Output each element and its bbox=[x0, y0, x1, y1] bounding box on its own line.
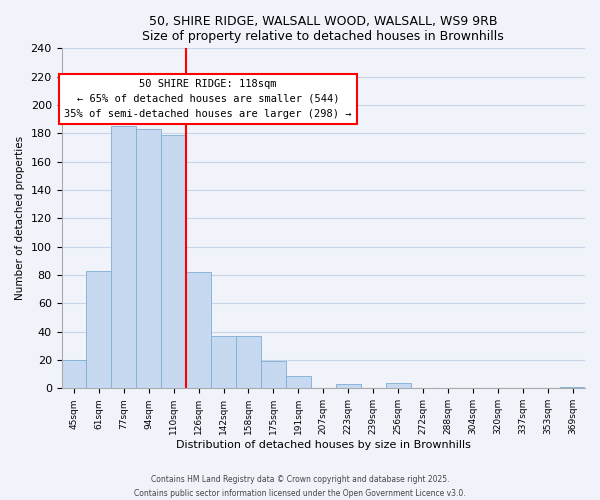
Bar bbox=[236, 336, 261, 388]
Bar bbox=[112, 126, 136, 388]
Bar bbox=[386, 382, 410, 388]
Bar bbox=[336, 384, 361, 388]
Text: Contains HM Land Registry data © Crown copyright and database right 2025.
Contai: Contains HM Land Registry data © Crown c… bbox=[134, 476, 466, 498]
Bar bbox=[86, 271, 112, 388]
Bar bbox=[560, 387, 585, 388]
X-axis label: Distribution of detached houses by size in Brownhills: Distribution of detached houses by size … bbox=[176, 440, 471, 450]
Bar bbox=[261, 362, 286, 388]
Bar bbox=[211, 336, 236, 388]
Title: 50, SHIRE RIDGE, WALSALL WOOD, WALSALL, WS9 9RB
Size of property relative to det: 50, SHIRE RIDGE, WALSALL WOOD, WALSALL, … bbox=[142, 15, 504, 43]
Bar bbox=[136, 129, 161, 388]
Text: 50 SHIRE RIDGE: 118sqm
← 65% of detached houses are smaller (544)
35% of semi-de: 50 SHIRE RIDGE: 118sqm ← 65% of detached… bbox=[64, 79, 352, 118]
Bar bbox=[62, 360, 86, 388]
Y-axis label: Number of detached properties: Number of detached properties bbox=[15, 136, 25, 300]
Bar bbox=[161, 135, 186, 388]
Bar bbox=[186, 272, 211, 388]
Bar bbox=[286, 376, 311, 388]
